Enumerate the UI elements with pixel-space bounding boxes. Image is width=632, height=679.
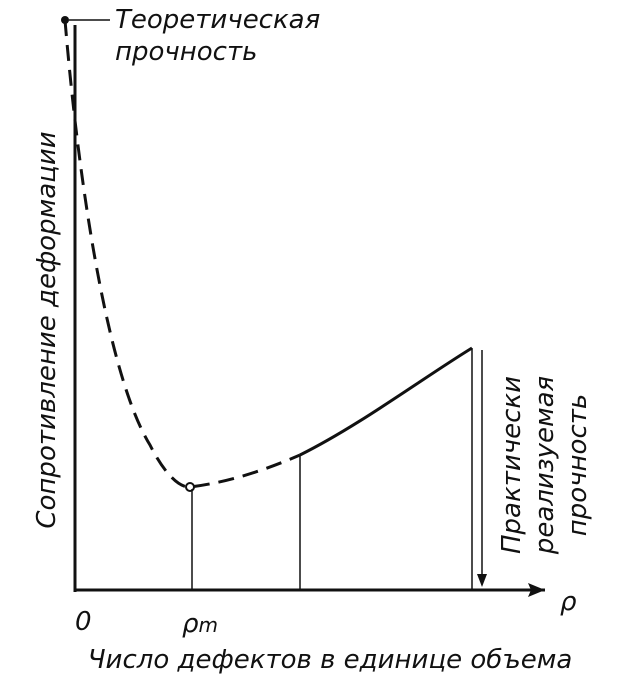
theoretical-point [61, 16, 69, 24]
x-axis-arrow [528, 583, 545, 597]
x-axis-label: Число дефектов в единице объема [88, 645, 573, 675]
annotation: Теоретическая [115, 5, 320, 35]
annotation: прочность [563, 394, 593, 536]
subscript: m [199, 613, 218, 637]
annotation: прочность [115, 37, 257, 67]
symbol: ρ [182, 609, 199, 639]
origin-label: 0 [75, 607, 92, 637]
x-symbol: ρ [560, 587, 577, 617]
dashed-curve [63, 19, 301, 489]
solid-curve [299, 346, 473, 457]
y-axis-label: Сопротивление деформации [32, 131, 62, 528]
minimum-point [185, 482, 195, 492]
minimum-label: ρm [182, 609, 218, 639]
annotation: реализуемая [530, 376, 560, 555]
annotation: Практически [497, 376, 527, 554]
bracket-arrow [477, 574, 487, 587]
